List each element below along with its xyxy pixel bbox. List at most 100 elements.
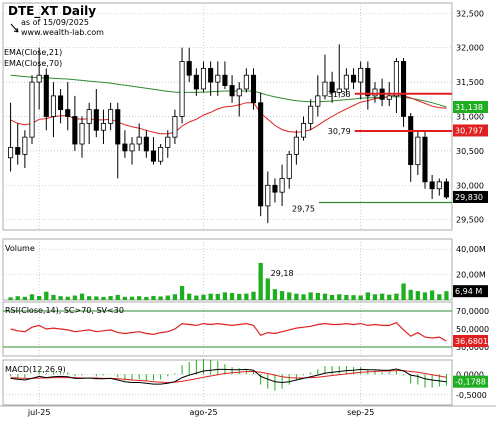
volume-bar xyxy=(329,294,335,300)
candle-body xyxy=(286,153,292,179)
volume-bar xyxy=(94,296,99,300)
candle-body xyxy=(150,150,157,162)
candle-body xyxy=(58,95,64,111)
volume-bar xyxy=(244,293,249,300)
volume-bar xyxy=(322,293,328,300)
candle-body xyxy=(386,95,392,100)
volume-bar xyxy=(158,296,163,300)
candle-body xyxy=(65,109,71,117)
volume-bar xyxy=(294,293,299,300)
candle-body xyxy=(365,67,371,97)
volume-bar xyxy=(258,262,263,300)
volume-bar xyxy=(101,296,106,300)
x-tick-label: ago-25 xyxy=(189,408,217,417)
candle-body xyxy=(243,74,249,90)
volume-bar xyxy=(172,294,178,300)
price-tag-label: 30,797 xyxy=(455,126,483,135)
macd-title: MACD(12,26,9) xyxy=(5,365,66,374)
volume-bar xyxy=(8,297,13,300)
volume-bar xyxy=(108,296,113,300)
volume-bar xyxy=(358,295,363,300)
volume-bar xyxy=(287,292,292,300)
candle-body xyxy=(415,136,421,166)
volume-bar xyxy=(194,295,199,300)
volume-bar xyxy=(437,294,442,300)
candle-body xyxy=(93,109,99,131)
ema-slow-line xyxy=(10,74,447,108)
candle-body xyxy=(129,143,135,152)
candle-body xyxy=(229,85,235,97)
volume-bar xyxy=(179,286,185,300)
price-tag-box xyxy=(453,124,488,137)
candle-body xyxy=(300,122,307,138)
volume-bar xyxy=(251,291,256,300)
volume-bar xyxy=(29,294,35,300)
candle-body xyxy=(372,88,378,97)
volume-bar xyxy=(337,294,342,300)
volume-bar xyxy=(429,290,435,300)
price-tick-label: 30,000 xyxy=(456,181,484,190)
volume-title: Volume xyxy=(5,244,35,253)
volume-bar xyxy=(387,294,392,300)
ema-fast-line xyxy=(10,93,447,135)
volume-bar xyxy=(394,293,399,300)
candle-body xyxy=(172,116,178,138)
panel-frame-vol xyxy=(2,238,453,301)
candle-body xyxy=(36,74,42,83)
macd-tick-label: 0,0000 xyxy=(456,370,484,379)
level-label: 30,79 xyxy=(328,127,351,136)
candle-body xyxy=(336,88,342,93)
volume-peak-label: 29,18 xyxy=(271,269,294,278)
candle-body xyxy=(343,74,349,90)
volume-bar xyxy=(87,296,92,300)
candle-body xyxy=(122,143,128,152)
volume-bar xyxy=(129,296,135,300)
candle-body xyxy=(401,61,407,117)
candle-body xyxy=(222,74,228,86)
volume-bar xyxy=(422,292,428,300)
volume-bar xyxy=(351,295,356,300)
volume-bar xyxy=(208,293,213,300)
price-tick-label: 31,500 xyxy=(456,78,484,87)
volume-bar xyxy=(315,293,320,300)
candle-body xyxy=(236,88,242,97)
candle-body xyxy=(393,61,399,97)
volume-bar xyxy=(308,292,313,300)
volume-tick-label: 20,00M xyxy=(456,271,486,280)
panel-frame-price xyxy=(2,2,453,231)
price-tick-label: 29,500 xyxy=(456,216,484,225)
candle-body xyxy=(72,116,78,145)
candle-body xyxy=(86,109,92,124)
volume-bar xyxy=(72,295,78,300)
site-url: www.wealth-lab.com xyxy=(21,28,104,37)
volume-bar xyxy=(279,291,285,300)
candle-body xyxy=(50,95,56,117)
candle-body xyxy=(215,74,221,83)
rsi-tag-label: 36,6801 xyxy=(455,337,488,346)
candle-body xyxy=(22,136,28,155)
price-tag-box xyxy=(453,190,488,203)
volume-tag-label: 6,94 M xyxy=(455,287,482,296)
volume-bar xyxy=(444,291,449,300)
volume-bar xyxy=(401,283,406,300)
candle-body xyxy=(358,67,364,83)
candle-body xyxy=(100,122,107,131)
volume-bar xyxy=(372,294,378,300)
candle-body xyxy=(15,147,21,155)
volume-bar xyxy=(51,294,56,300)
price-tag-box xyxy=(453,101,488,114)
macd-tick-label: -0,5000 xyxy=(456,391,487,400)
candle-body xyxy=(43,74,49,117)
candle-body xyxy=(8,147,14,159)
price-tick-label: 32,000 xyxy=(456,44,484,53)
as-of-date: as of 15/09/2025 xyxy=(21,18,89,27)
level-label: 29,75 xyxy=(292,204,315,213)
candle-body xyxy=(265,184,271,207)
macd-tag-box xyxy=(453,375,488,388)
macd-line xyxy=(10,368,447,385)
macd-tag-label: -0,1788 xyxy=(455,378,486,387)
volume-bar xyxy=(79,293,85,300)
candle-body xyxy=(422,136,428,183)
volume-bar xyxy=(272,289,278,300)
